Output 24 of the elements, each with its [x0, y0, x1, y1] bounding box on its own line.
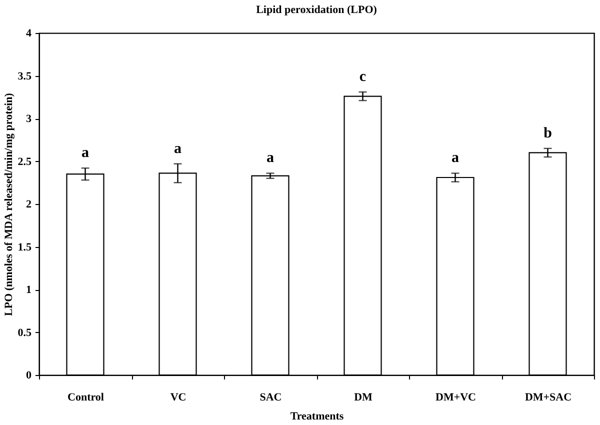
- x-axis-title: Treatments: [290, 410, 344, 422]
- annotation: b: [544, 125, 552, 142]
- chart-title: Lipid peroxidation (LPO): [256, 4, 378, 16]
- y-tick-label: 3: [26, 113, 32, 125]
- y-tick-label: 0: [26, 370, 32, 382]
- x-tick-label: DM+VC: [436, 392, 476, 404]
- y-tick-label: 2.5: [18, 156, 32, 168]
- annotation: c: [359, 68, 366, 85]
- y-tick-label: 1.5: [18, 241, 32, 254]
- y-tick-label: 0.5: [18, 326, 32, 339]
- x-tick-label: VC: [170, 392, 186, 404]
- y-tick-label: 3.5: [18, 70, 32, 82]
- y-axis-title: LPO (nmoles of MDA released/min/mg protein): [2, 92, 15, 316]
- y-tick-label: 2: [26, 198, 32, 210]
- x-tick-label: SAC: [260, 392, 282, 404]
- annotation: a: [82, 145, 90, 162]
- x-tick-label: Control: [68, 392, 104, 404]
- x-tick-label: DM+SAC: [524, 392, 572, 404]
- y-tick-label: 1: [26, 284, 32, 296]
- x-tick-label: DM: [354, 392, 374, 404]
- annotation: a: [174, 140, 182, 157]
- y-tick-label: 4: [26, 28, 32, 40]
- annotation: a: [266, 150, 274, 166]
- annotation: a: [452, 150, 460, 166]
